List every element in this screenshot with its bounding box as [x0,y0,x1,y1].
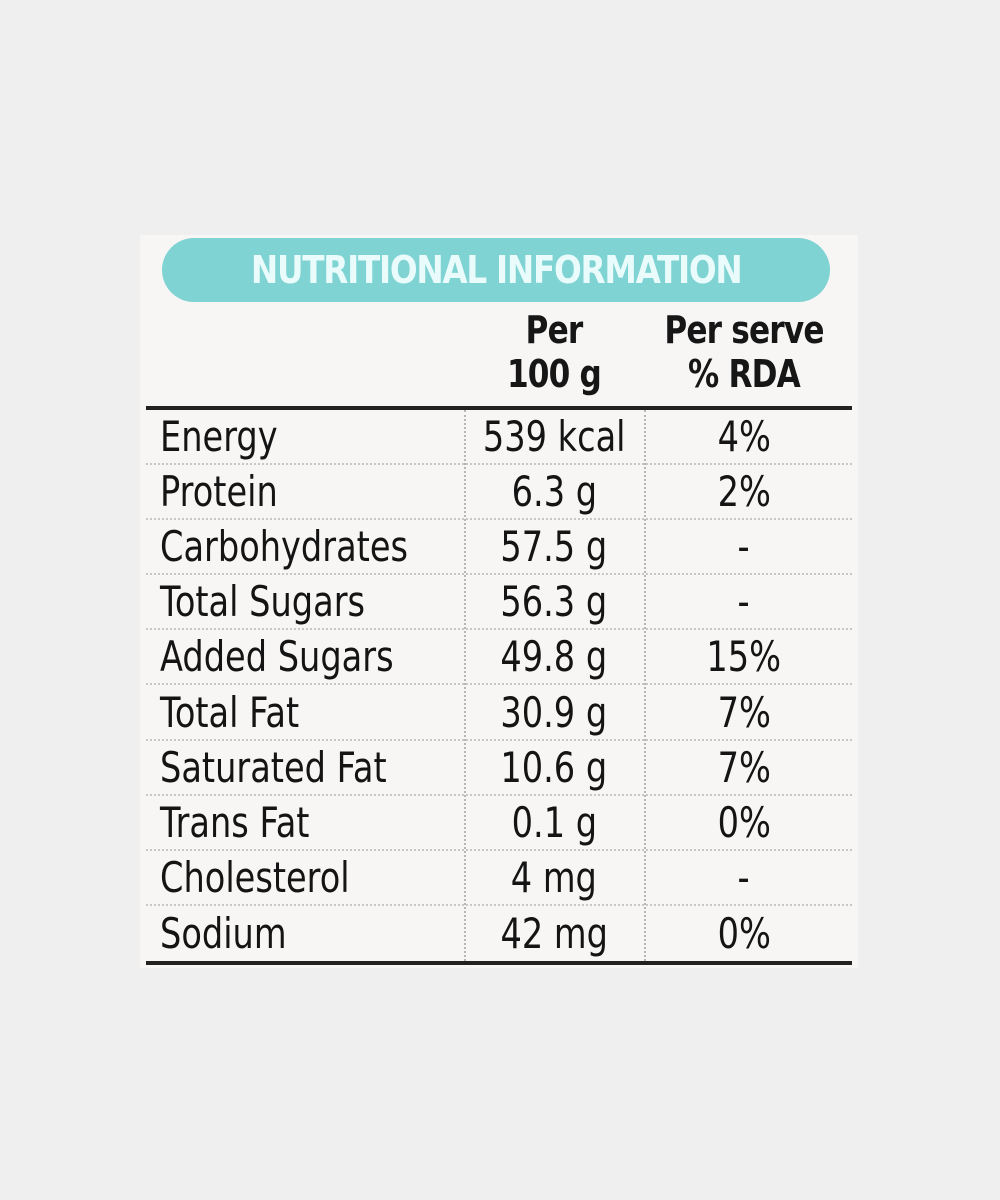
table-row: Total Sugars 56.3 g - [146,575,852,631]
nutrient-name: Trans Fat [160,797,310,847]
column-header-line: Per [525,308,584,352]
per-100g-value: 49.8 g [500,632,608,682]
per-100g-value: 6.3 g [511,467,597,517]
nutrient-name: Sodium [160,908,287,958]
rda-value: 4% [717,412,771,462]
per-100g-value: 539 kcal [482,412,626,462]
table-row: Total Fat 30.9 g 7% [146,685,852,741]
per-100g-value: 42 mg [500,908,608,958]
column-header-per-100g: Per 100 g [464,308,644,396]
rda-value: 2% [717,467,771,517]
table-row: Sodium 42 mg 0% [146,906,852,961]
column-header-per-serve-rda: Per serve % RDA [644,308,844,396]
column-divider [644,410,646,961]
column-divider [464,410,466,961]
rda-value: - [737,577,751,627]
nutrient-name: Total Fat [160,687,300,737]
column-header-line: Per serve [664,308,824,352]
nutrition-table: Energy 539 kcal 4% Protein 6.3 g 2% Carb… [146,410,852,961]
column-header-line: % RDA [688,352,801,396]
header-divider [146,406,852,410]
per-100g-value: 57.5 g [500,522,608,572]
column-header-line: 100 g [506,352,602,396]
per-100g-value: 10.6 g [500,742,608,792]
rda-value: 15% [706,632,782,682]
table-row: Trans Fat 0.1 g 0% [146,796,852,851]
rda-value: 7% [717,687,771,737]
rda-value: 7% [717,742,771,792]
table-row: Added Sugars 49.8 g 15% [146,630,852,686]
per-100g-value: 56.3 g [500,577,608,627]
per-100g-value: 30.9 g [500,687,608,737]
rda-value: 0% [717,797,771,847]
nutrient-name: Saturated Fat [160,742,387,792]
per-100g-value: 0.1 g [511,797,597,847]
table-row: Saturated Fat 10.6 g 7% [146,741,852,796]
table-row: Cholesterol 4 mg - [146,851,852,906]
nutrition-label [140,235,858,968]
rda-value: - [737,852,751,902]
title-banner: NUTRITIONAL INFORMATION [162,238,830,302]
rda-value: 0% [717,908,771,958]
table-row: Energy 539 kcal 4% [146,410,852,466]
nutrient-name: Carbohydrates [160,522,409,572]
per-100g-value: 4 mg [510,852,598,902]
bottom-divider [146,961,852,965]
rda-value: - [737,522,751,572]
nutrient-name: Cholesterol [160,852,350,902]
label-title: NUTRITIONAL INFORMATION [250,248,743,292]
nutrient-name: Protein [160,467,278,517]
nutrient-name: Total Sugars [160,577,366,627]
table-row: Protein 6.3 g 2% [146,465,852,521]
nutrient-name: Energy [160,412,278,462]
table-row: Carbohydrates 57.5 g - [146,520,852,576]
nutrient-name: Added Sugars [160,632,394,682]
